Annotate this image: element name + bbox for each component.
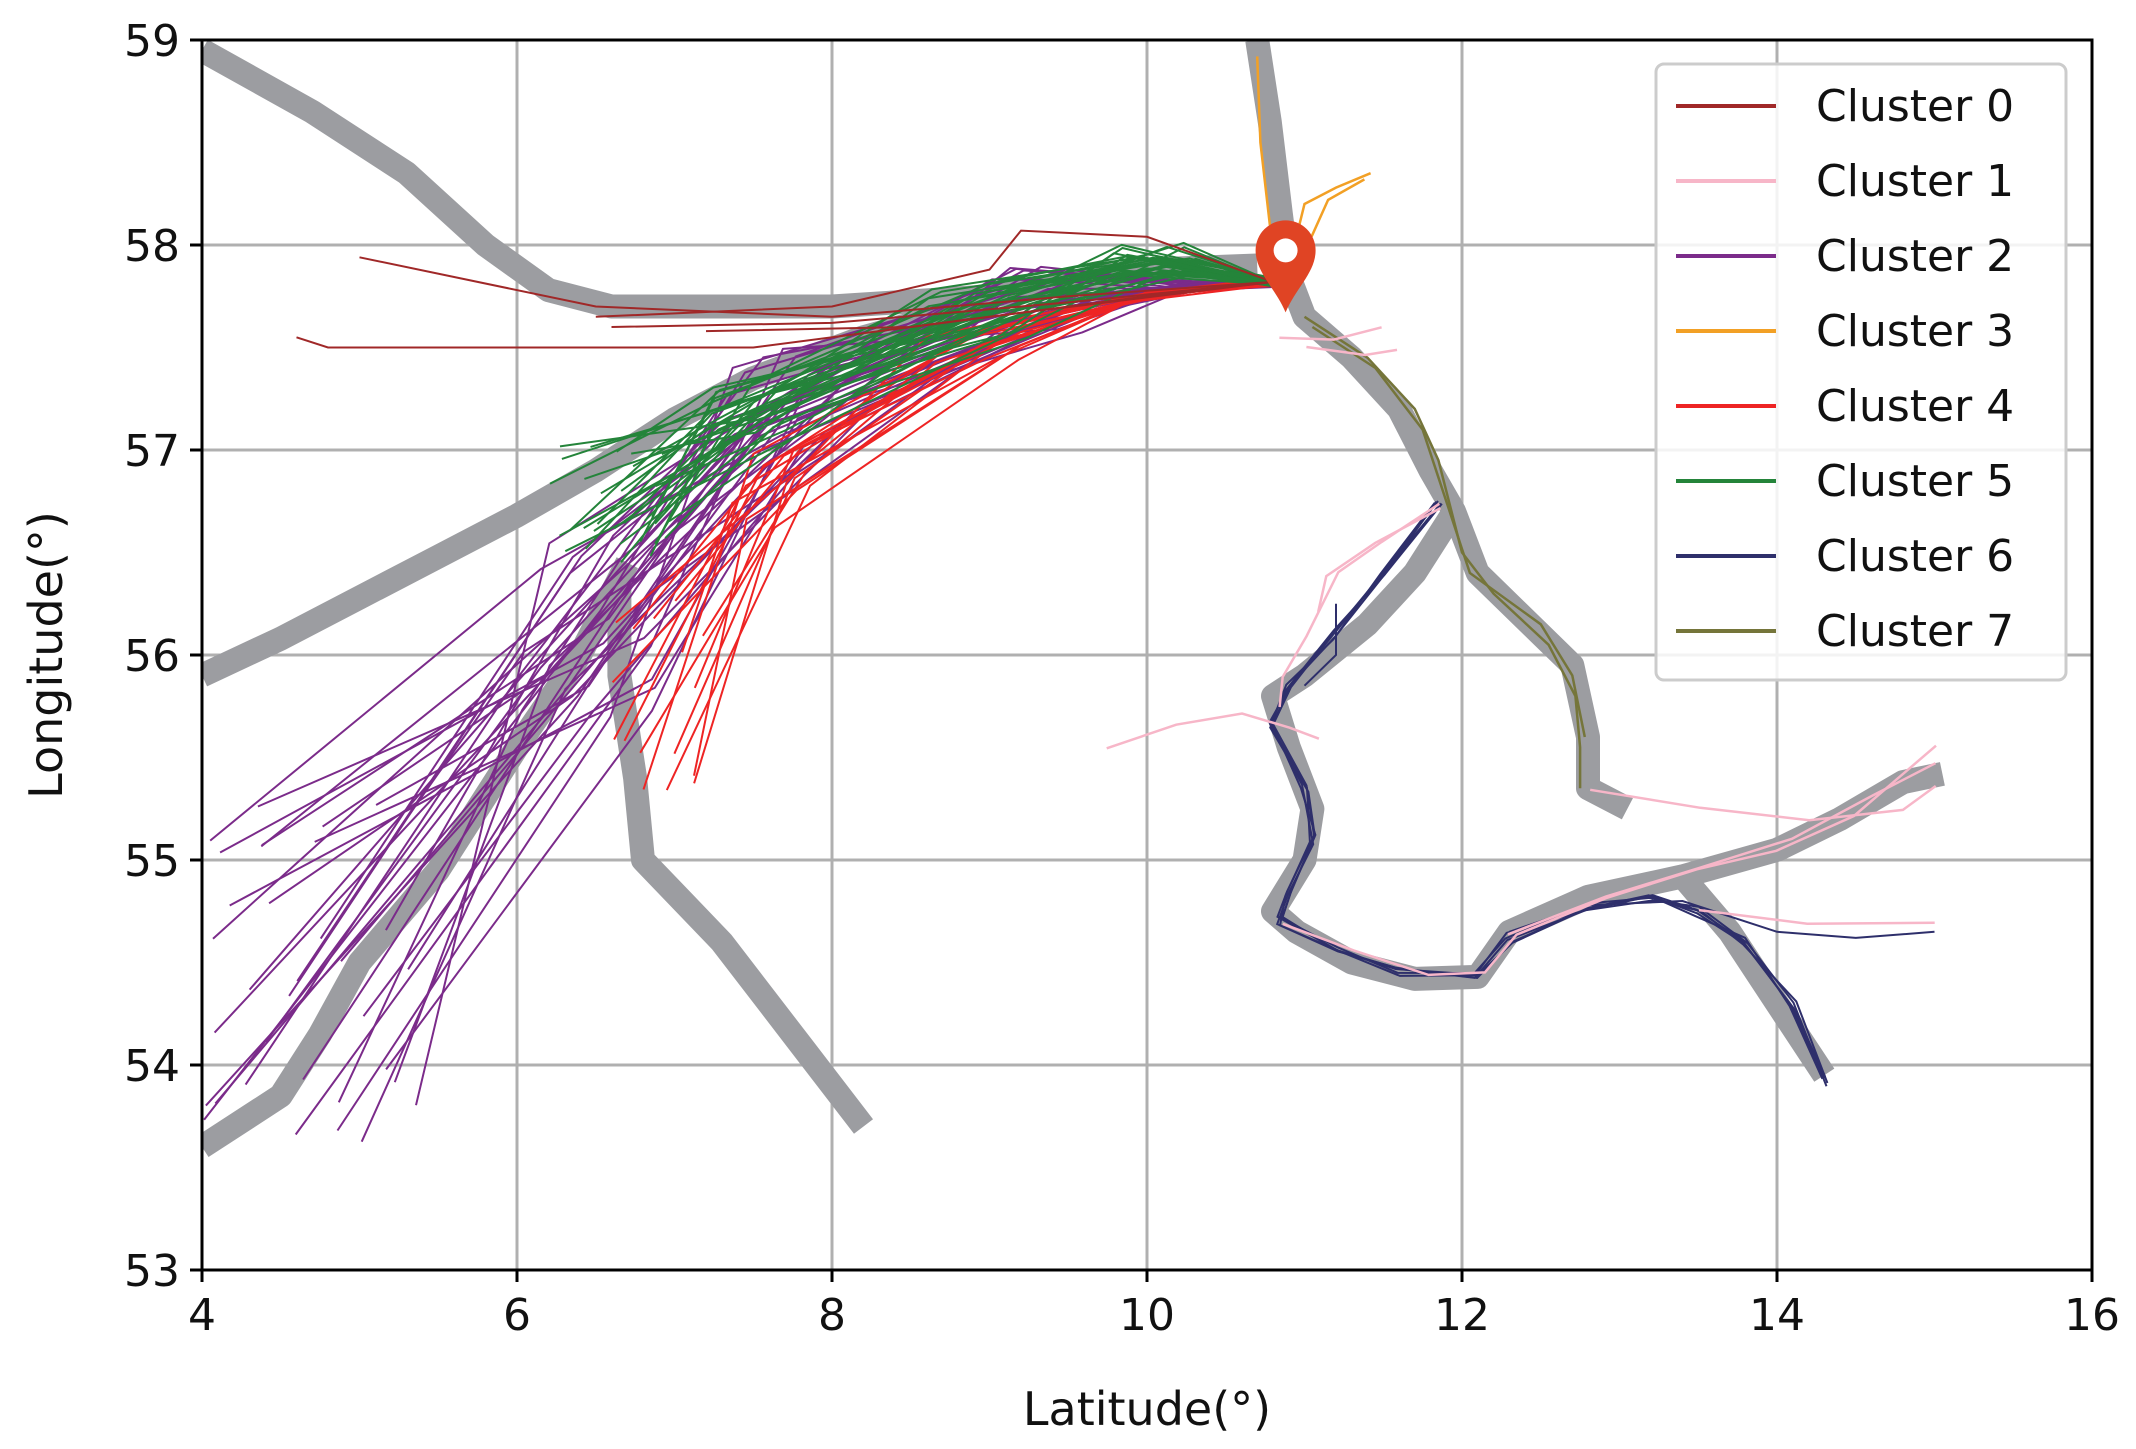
cluster-6-trajectory (1268, 501, 1824, 1080)
x-tick-label: 16 (2064, 1290, 2120, 1341)
cluster-1-trajectory (1279, 326, 1382, 341)
x-axis-ticks: 4 6 8 10 12 14 16 (188, 1270, 2120, 1341)
cluster-5-trajectory (584, 265, 1275, 550)
cluster-5-trajectory (623, 243, 1274, 524)
port-marker-layer (1255, 220, 1316, 313)
cluster-5-trajectory (654, 253, 1274, 525)
cluster-5-trajectory (584, 270, 1274, 480)
cluster-1-trajectory (1106, 712, 1320, 750)
legend-label: Cluster 1 (1816, 156, 2014, 207)
y-axis-ticks: 53 54 55 56 57 58 59 (124, 16, 202, 1297)
cluster-0-trajectory (611, 280, 1274, 328)
cluster-5-trajectory (564, 246, 1275, 553)
cluster-5-trajectory (620, 272, 1272, 563)
cluster-1-trajectory (1316, 506, 1442, 613)
legend-label: Cluster 5 (1816, 456, 2014, 507)
cluster-1-trajectory (1306, 345, 1398, 357)
y-axis-title: Longitude(°) (19, 511, 73, 799)
x-tick-label: 4 (188, 1290, 216, 1341)
cluster-7-trajectory (1303, 315, 1582, 789)
cluster-5-trajectory (549, 255, 1273, 485)
y-tick-label: 58 (124, 221, 180, 272)
cluster-5-trajectory (616, 247, 1275, 453)
cluster-0-trajectory (595, 229, 1274, 318)
legend-label: Cluster 0 (1816, 81, 2014, 132)
y-tick-label: 56 (124, 631, 180, 682)
y-tick-label: 59 (124, 16, 180, 67)
port-marker-hole (1273, 238, 1298, 263)
shipping-lanes (202, 40, 1945, 1158)
x-tick-label: 10 (1119, 1290, 1175, 1341)
cluster-1-trajectory (1507, 762, 1937, 936)
legend-label: Cluster 7 (1816, 606, 2014, 657)
legend-label: Cluster 2 (1816, 231, 2014, 282)
shipping-lane (202, 290, 993, 687)
x-tick-label: 14 (1749, 1290, 1805, 1341)
cluster-6-trajectory (1303, 603, 1337, 687)
x-tick-label: 8 (818, 1290, 846, 1341)
y-tick-label: 53 (124, 1246, 180, 1297)
trajectories (203, 56, 1937, 1143)
x-axis-title: Latitude(°) (1023, 1382, 1271, 1436)
x-tick-label: 12 (1434, 1290, 1490, 1341)
x-tick-label: 6 (503, 1290, 531, 1341)
legend-box (1654, 62, 2068, 682)
port-marker-icon (1255, 220, 1316, 313)
y-tick-label: 55 (124, 836, 180, 887)
cluster-7-trajectory (1311, 325, 1587, 738)
legend: Cluster 0 Cluster 1 Cluster 2 Cluster 3 Clus… (1654, 62, 2068, 682)
cluster-1-trajectory (1698, 908, 1935, 925)
shipping-lane (1673, 868, 1835, 1082)
cluster-0-trajectory (705, 280, 1274, 333)
legend-label: Cluster 6 (1816, 531, 2014, 582)
cluster-0-trajectory (359, 256, 1274, 318)
cluster-1-trajectory (1282, 744, 1937, 977)
y-tick-label: 57 (124, 426, 180, 477)
cluster-5-trajectory (619, 257, 1276, 545)
cluster-1-trajectory (1589, 784, 1937, 822)
legend-label: Cluster 3 (1816, 306, 2014, 357)
legend-label: Cluster 4 (1816, 381, 2014, 432)
y-tick-label: 54 (124, 1041, 180, 1092)
